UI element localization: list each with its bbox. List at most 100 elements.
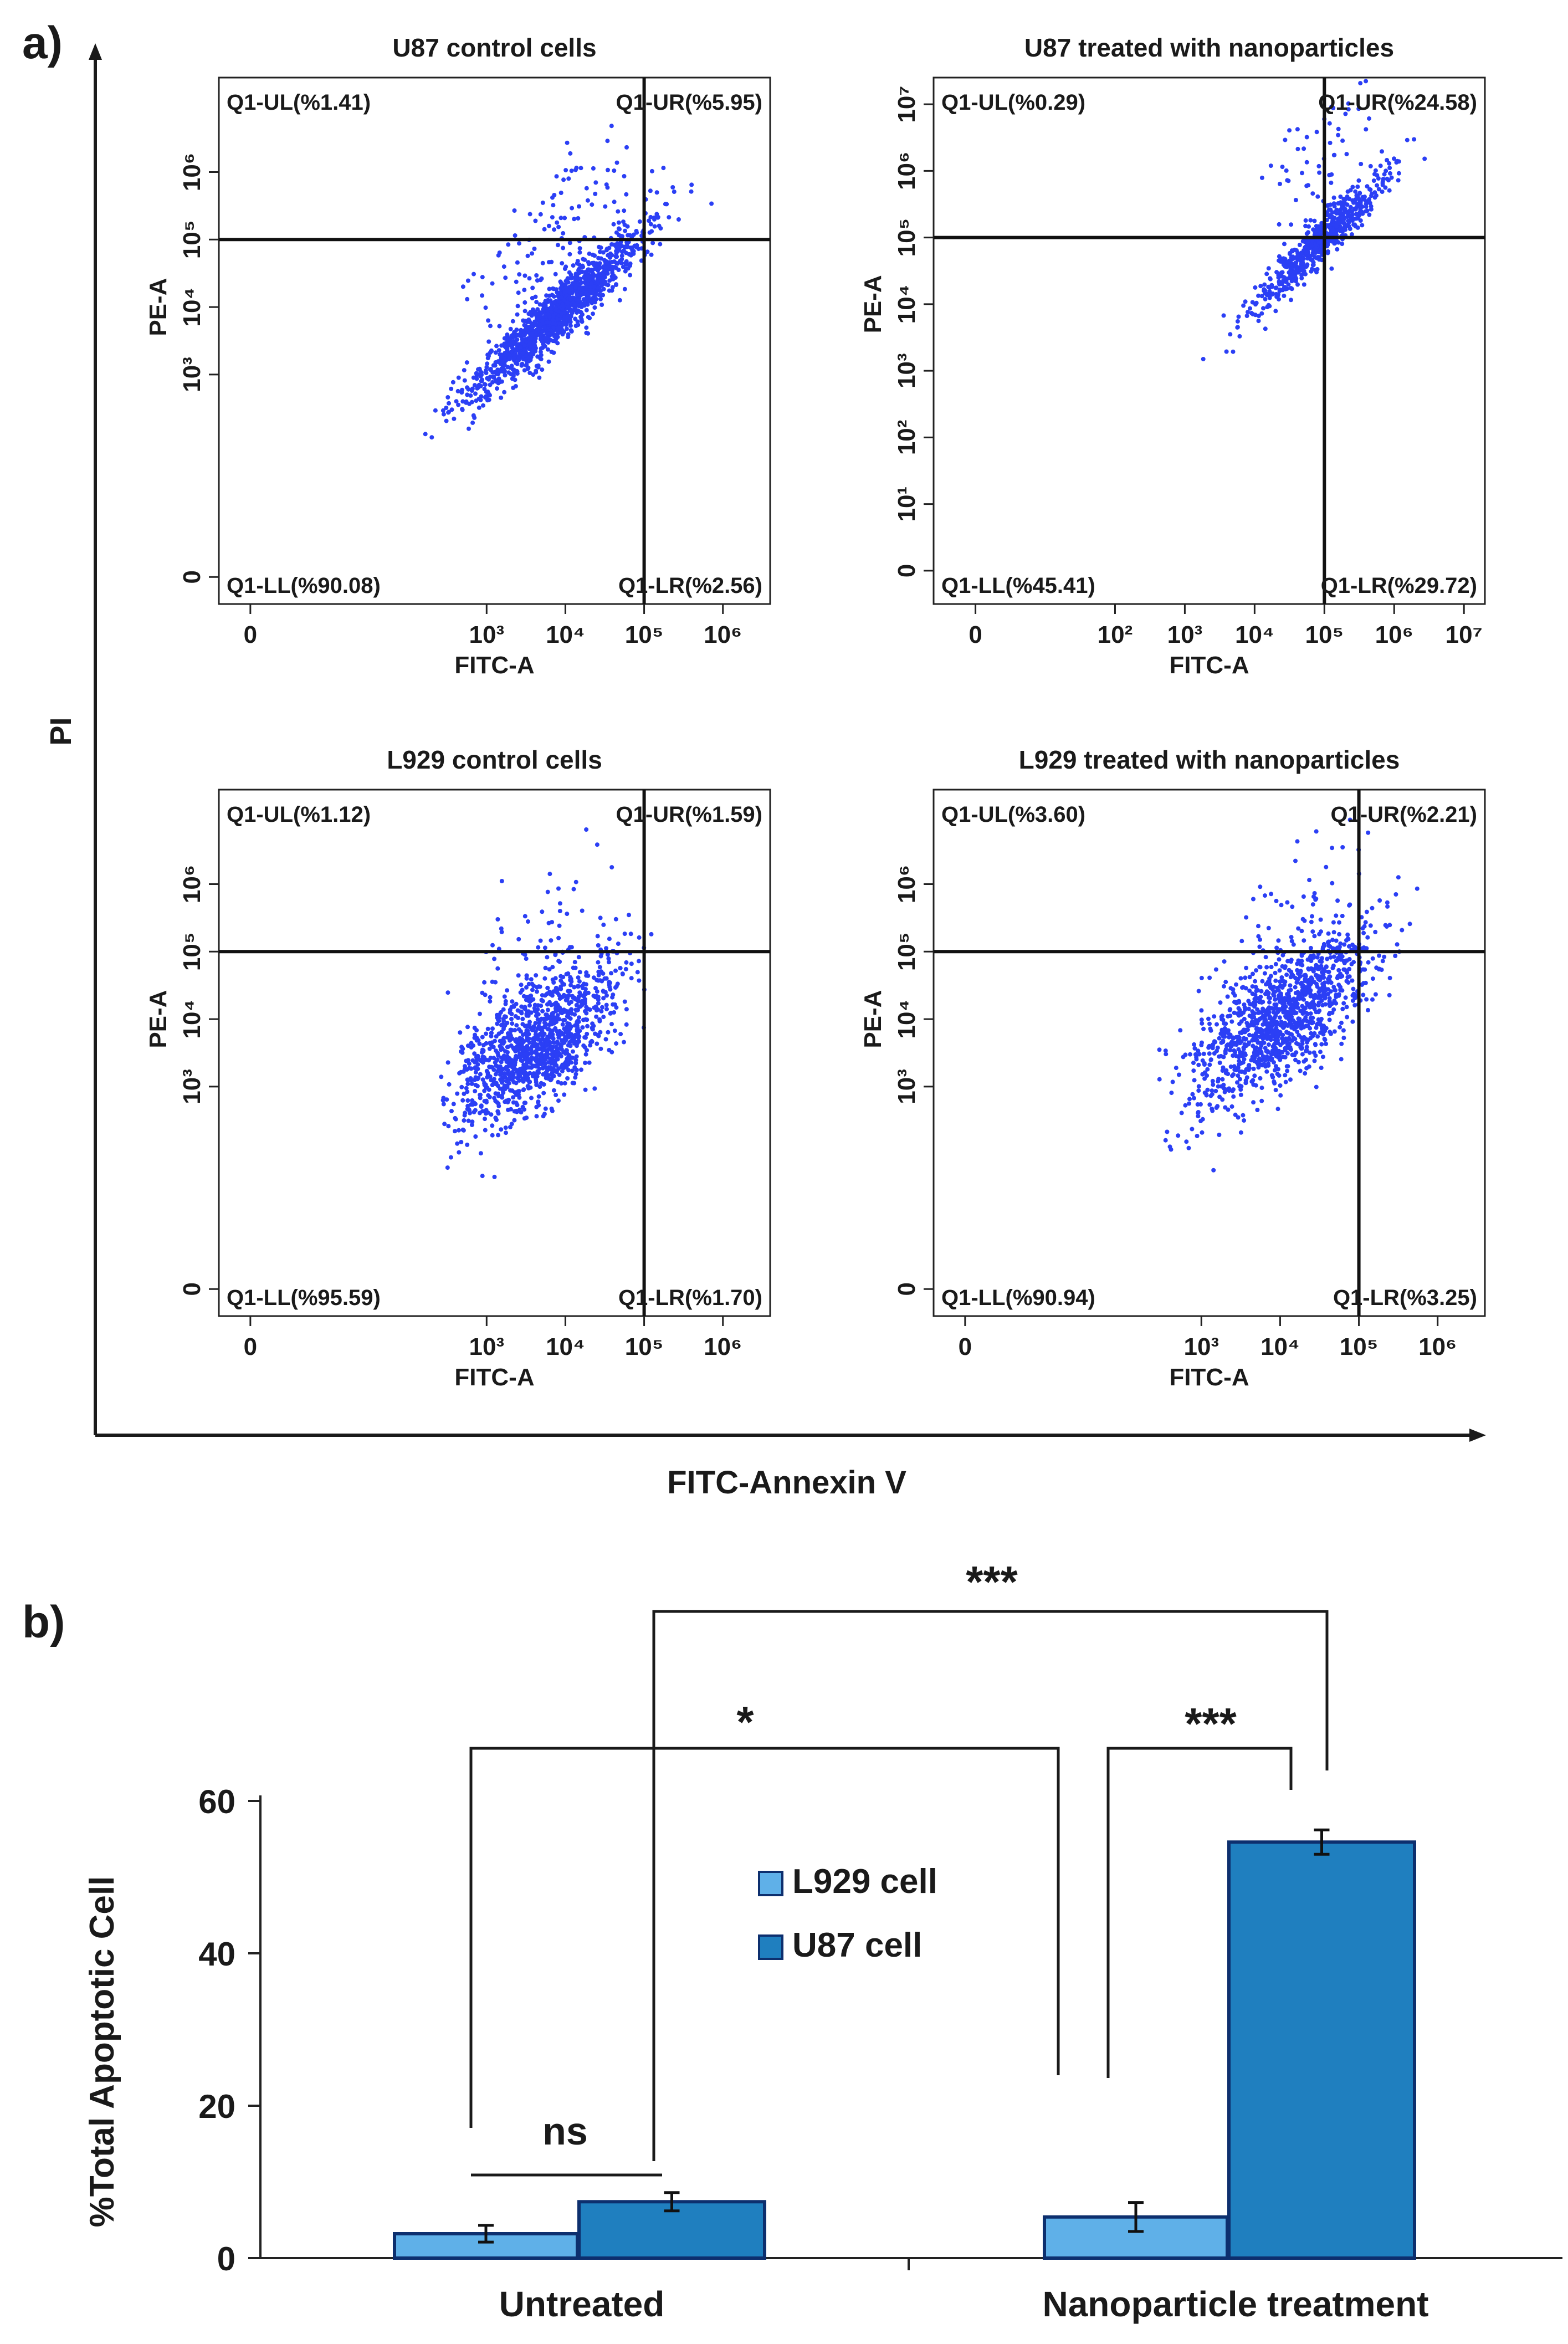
data-point <box>516 1109 521 1113</box>
data-point <box>1251 1043 1256 1048</box>
data-point <box>622 1040 626 1045</box>
data-point <box>1275 1107 1280 1112</box>
x-tick-label: 10⁵ <box>1340 1333 1379 1360</box>
data-point <box>628 932 633 936</box>
data-point <box>1187 1101 1192 1106</box>
data-point <box>552 227 557 232</box>
data-point <box>493 350 498 355</box>
data-point <box>576 216 581 221</box>
data-point <box>1305 256 1310 261</box>
data-point <box>529 1048 534 1053</box>
data-point <box>1335 247 1340 252</box>
data-point <box>479 378 484 383</box>
data-point <box>1308 955 1313 960</box>
data-point <box>604 247 609 252</box>
data-point <box>1259 1098 1264 1103</box>
data-point <box>584 186 589 191</box>
data-point <box>515 260 520 265</box>
data-point <box>510 340 514 345</box>
data-point <box>439 1074 444 1079</box>
data-point <box>564 326 569 331</box>
data-point <box>540 1058 545 1063</box>
data-point <box>1256 314 1261 318</box>
data-point <box>1228 1014 1233 1019</box>
data-point <box>607 960 611 965</box>
data-point <box>1252 1073 1257 1078</box>
data-point <box>1312 891 1317 895</box>
data-point <box>478 397 483 402</box>
data-point <box>489 1030 494 1035</box>
data-point <box>1196 1110 1201 1115</box>
data-point <box>586 282 591 286</box>
data-point <box>583 1061 587 1066</box>
data-point <box>1346 936 1351 941</box>
data-point <box>609 288 614 293</box>
data-point <box>648 188 653 193</box>
data-point <box>1252 1058 1257 1063</box>
data-point <box>540 993 545 998</box>
data-point <box>1378 163 1383 168</box>
data-point <box>649 252 654 257</box>
data-point <box>449 407 454 412</box>
data-point <box>629 976 634 981</box>
data-point <box>563 264 568 269</box>
data-point <box>1207 1102 1212 1107</box>
data-point <box>652 224 657 229</box>
data-point <box>525 1030 530 1035</box>
data-point <box>1165 1129 1170 1134</box>
data-point <box>1352 1003 1357 1007</box>
data-point <box>1220 1077 1225 1082</box>
data-point <box>584 827 589 832</box>
data-point <box>1343 995 1348 1000</box>
data-point <box>1191 1061 1196 1065</box>
y-tick-label: 10⁵ <box>893 218 920 257</box>
data-point <box>604 946 608 951</box>
data-point <box>514 279 519 284</box>
data-point <box>1207 975 1212 980</box>
data-point <box>557 996 562 1001</box>
data-point <box>449 1109 454 1114</box>
data-point <box>1349 232 1354 237</box>
data-point <box>1253 985 1258 990</box>
data-point <box>535 1069 540 1074</box>
data-point <box>1279 975 1284 980</box>
data-point <box>504 1130 508 1135</box>
data-point <box>461 1128 466 1133</box>
data-point <box>1324 864 1329 869</box>
data-point <box>1287 1036 1292 1041</box>
data-point <box>1396 171 1401 176</box>
data-point <box>1247 1032 1252 1037</box>
data-point <box>522 914 527 919</box>
data-point <box>569 276 573 281</box>
data-point <box>596 960 601 965</box>
data-point <box>473 1108 478 1113</box>
data-point <box>614 1041 619 1046</box>
data-point <box>1210 1092 1215 1097</box>
data-point <box>1328 955 1333 960</box>
y-tick-label: 10⁶ <box>893 152 920 190</box>
data-point <box>1345 202 1350 207</box>
data-point <box>1346 107 1351 112</box>
data-point <box>1231 349 1236 354</box>
data-point <box>562 982 566 987</box>
data-point <box>570 1049 575 1054</box>
data-point <box>556 243 560 248</box>
data-point <box>534 1064 539 1069</box>
data-point <box>1412 137 1417 142</box>
data-point <box>1319 221 1324 226</box>
data-point <box>535 354 540 359</box>
data-point <box>580 1003 585 1008</box>
data-point <box>521 1079 526 1084</box>
data-point <box>505 332 510 337</box>
data-point <box>593 995 598 1000</box>
data-point <box>618 966 623 971</box>
data-point <box>1169 1091 1174 1096</box>
y-axis-label: PE-A <box>145 278 172 336</box>
data-point <box>516 1015 520 1020</box>
data-point <box>539 1038 544 1043</box>
data-point <box>1213 1088 1218 1093</box>
data-point <box>558 984 563 989</box>
data-point <box>1300 963 1305 968</box>
data-point <box>505 1050 510 1055</box>
data-point <box>1267 1010 1272 1015</box>
